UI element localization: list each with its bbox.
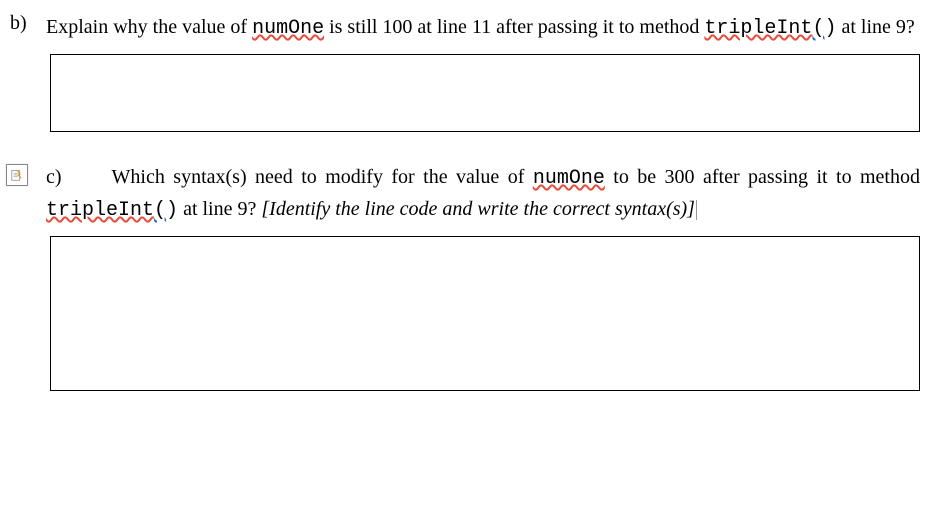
question-c-text: c) Which syntax(s) need to modify for the… bbox=[46, 162, 920, 226]
question-c-label: c) bbox=[46, 166, 62, 188]
qb-code-numone: numOne bbox=[252, 14, 324, 44]
qb-text-suffix: at line 9? bbox=[836, 16, 914, 38]
qb-code-tripleint-paren: ) bbox=[824, 17, 836, 40]
qc-text-mid1: to be 300 after passing it to method bbox=[605, 166, 920, 188]
question-b-block: b) Explain why the value of numOne is st… bbox=[4, 12, 920, 132]
qc-code-tripleint-red: tripleInt bbox=[46, 199, 154, 222]
question-c-row: c) Which syntax(s) need to modify for the… bbox=[4, 162, 920, 226]
qb-code-tripleint-blue: ( bbox=[812, 17, 824, 40]
qc-code-tripleint-blue: ( bbox=[154, 199, 166, 222]
question-c-block: c) Which syntax(s) need to modify for the… bbox=[4, 162, 920, 391]
qc-text-prefix: Which syntax(s) need to modify for the v… bbox=[112, 166, 533, 188]
qb-code-tripleint-red: tripleInt bbox=[704, 17, 812, 40]
qc-text-mid2: at line 9? bbox=[178, 198, 261, 220]
qc-code-numone: numOne bbox=[533, 164, 605, 194]
qb-text-mid: is still 100 at line 11 after passing it… bbox=[324, 16, 704, 38]
question-b-label: b) bbox=[4, 12, 46, 35]
text-cursor bbox=[696, 200, 697, 220]
question-b-row: b) Explain why the value of numOne is st… bbox=[4, 12, 920, 44]
qc-code-tripleint-paren: ) bbox=[166, 199, 178, 222]
answer-box-c[interactable] bbox=[50, 236, 920, 391]
qb-text-prefix: Explain why the value of bbox=[46, 16, 252, 38]
qc-italic-text: [Identify the line code and write the co… bbox=[261, 198, 695, 220]
question-b-text: Explain why the value of numOne is still… bbox=[46, 12, 920, 44]
answer-box-b[interactable] bbox=[50, 54, 920, 132]
